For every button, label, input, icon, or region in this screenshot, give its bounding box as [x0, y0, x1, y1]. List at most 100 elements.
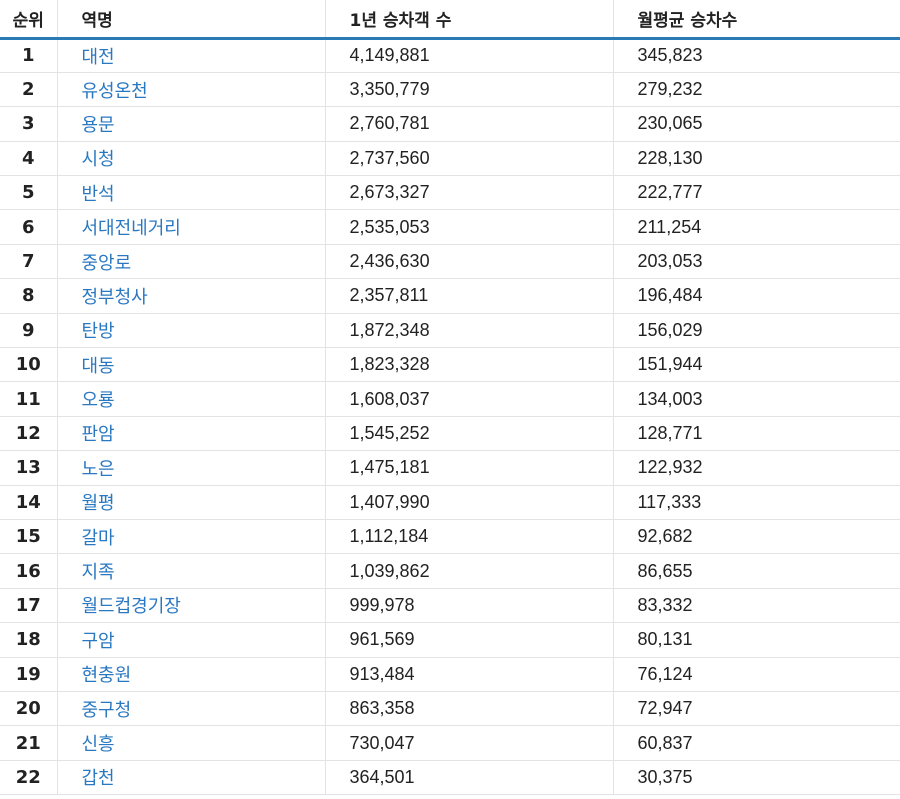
monthly-average-cell: 222,777: [612, 175, 900, 211]
table-row: 3 용문 2,760,781 230,065: [0, 106, 900, 142]
station-link[interactable]: 서대전네거리: [56, 209, 325, 245]
table-row: 20 중구청 863,358 72,947: [0, 691, 900, 727]
table-row: 6 서대전네거리 2,535,053 211,254: [0, 209, 900, 245]
monthly-average-cell: 230,065: [612, 106, 900, 142]
annual-riders-cell: 2,357,811: [324, 278, 613, 314]
rank-cell: 21: [0, 725, 57, 761]
monthly-average-cell: 279,232: [612, 72, 900, 108]
station-link[interactable]: 중구청: [56, 691, 325, 727]
header-rank: 순위: [0, 0, 57, 40]
monthly-average-cell: 92,682: [612, 519, 900, 555]
annual-riders-cell: 1,608,037: [324, 381, 613, 417]
rank-cell: 10: [0, 347, 57, 383]
annual-riders-cell: 1,823,328: [324, 347, 613, 383]
station-link[interactable]: 구암: [56, 622, 325, 658]
annual-riders-cell: 1,545,252: [324, 416, 613, 452]
monthly-average-cell: 83,332: [612, 588, 900, 624]
monthly-average-cell: 156,029: [612, 313, 900, 349]
monthly-average-cell: 196,484: [612, 278, 900, 314]
annual-riders-cell: 364,501: [324, 760, 613, 796]
annual-riders-cell: 2,673,327: [324, 175, 613, 211]
table-row: 19 현충원 913,484 76,124: [0, 657, 900, 692]
station-link[interactable]: 대동: [56, 347, 325, 383]
monthly-average-cell: 151,944: [612, 347, 900, 383]
annual-riders-cell: 2,535,053: [324, 209, 613, 245]
station-link[interactable]: 정부청사: [56, 278, 325, 314]
annual-riders-cell: 3,350,779: [324, 72, 613, 108]
annual-riders-cell: 1,039,862: [324, 553, 613, 589]
rank-cell: 9: [0, 313, 57, 349]
monthly-average-cell: 128,771: [612, 416, 900, 452]
rank-cell: 17: [0, 588, 57, 624]
table-row: 14 월평 1,407,990 117,333: [0, 485, 900, 520]
annual-riders-cell: 961,569: [324, 622, 613, 658]
station-link[interactable]: 갑천: [56, 760, 325, 796]
rank-cell: 11: [0, 381, 57, 417]
station-link[interactable]: 지족: [56, 553, 325, 589]
table-row: 2 유성온천 3,350,779 279,232: [0, 72, 900, 108]
station-link[interactable]: 월드컵경기장: [56, 588, 325, 624]
table-row: 18 구암 961,569 80,131: [0, 622, 900, 658]
annual-riders-cell: 2,760,781: [324, 106, 613, 142]
table-row: 11 오룡 1,608,037 134,003: [0, 381, 900, 417]
table-row: 8 정부청사 2,357,811 196,484: [0, 278, 900, 314]
monthly-average-cell: 76,124: [612, 657, 900, 692]
table-row: 7 중앙로 2,436,630 203,053: [0, 244, 900, 280]
station-link[interactable]: 반석: [56, 175, 325, 211]
header-station: 역명: [56, 0, 325, 40]
table-row: 1 대전 4,149,881 345,823: [0, 38, 900, 73]
table-header: 순위 역명 1년 승차객 수 월평균 승차수: [0, 0, 900, 40]
rank-cell: 18: [0, 622, 57, 658]
rank-cell: 15: [0, 519, 57, 555]
table-body: 1 대전 4,149,881 345,823 2 유성온천 3,350,779 279,232…: [0, 38, 900, 796]
annual-riders-cell: 863,358: [324, 691, 613, 727]
monthly-average-cell: 72,947: [612, 691, 900, 727]
annual-riders-cell: 999,978: [324, 588, 613, 624]
station-link[interactable]: 중앙로: [56, 244, 325, 280]
station-link[interactable]: 판암: [56, 416, 325, 452]
table-row: 12 판암 1,545,252 128,771: [0, 416, 900, 452]
monthly-average-cell: 60,837: [612, 725, 900, 761]
rank-cell: 1: [0, 38, 57, 73]
table-row: 10 대동 1,823,328 151,944: [0, 347, 900, 383]
station-link[interactable]: 노은: [56, 450, 325, 486]
annual-riders-cell: 2,737,560: [324, 141, 613, 177]
rank-cell: 3: [0, 106, 57, 142]
monthly-average-cell: 134,003: [612, 381, 900, 417]
rank-cell: 19: [0, 657, 57, 692]
station-link[interactable]: 신흥: [56, 725, 325, 761]
rank-cell: 6: [0, 209, 57, 245]
monthly-average-cell: 30,375: [612, 760, 900, 796]
rank-cell: 2: [0, 72, 57, 108]
station-link[interactable]: 현충원: [56, 657, 325, 692]
header-monthly-average: 월평균 승차수: [612, 0, 900, 40]
station-link[interactable]: 용문: [56, 106, 325, 142]
station-link[interactable]: 시청: [56, 141, 325, 177]
rank-cell: 20: [0, 691, 57, 727]
rank-cell: 16: [0, 553, 57, 589]
rank-cell: 4: [0, 141, 57, 177]
monthly-average-cell: 203,053: [612, 244, 900, 280]
station-link[interactable]: 월평: [56, 485, 325, 520]
monthly-average-cell: 80,131: [612, 622, 900, 658]
monthly-average-cell: 345,823: [612, 38, 900, 73]
monthly-average-cell: 211,254: [612, 209, 900, 245]
annual-riders-cell: 1,872,348: [324, 313, 613, 349]
annual-riders-cell: 1,112,184: [324, 519, 613, 555]
station-link[interactable]: 갈마: [56, 519, 325, 555]
station-link[interactable]: 오룡: [56, 381, 325, 417]
header-annual-riders: 1년 승차객 수: [324, 0, 613, 40]
station-link[interactable]: 유성온천: [56, 72, 325, 108]
annual-riders-cell: 913,484: [324, 657, 613, 692]
station-link[interactable]: 대전: [56, 38, 325, 73]
annual-riders-cell: 4,149,881: [324, 38, 613, 73]
annual-riders-cell: 1,407,990: [324, 485, 613, 520]
rank-cell: 5: [0, 175, 57, 211]
rank-cell: 22: [0, 760, 57, 796]
table-row: 21 신흥 730,047 60,837: [0, 725, 900, 761]
station-link[interactable]: 탄방: [56, 313, 325, 349]
rank-cell: 7: [0, 244, 57, 280]
table-row: 22 갑천 364,501 30,375: [0, 760, 900, 796]
monthly-average-cell: 122,932: [612, 450, 900, 486]
